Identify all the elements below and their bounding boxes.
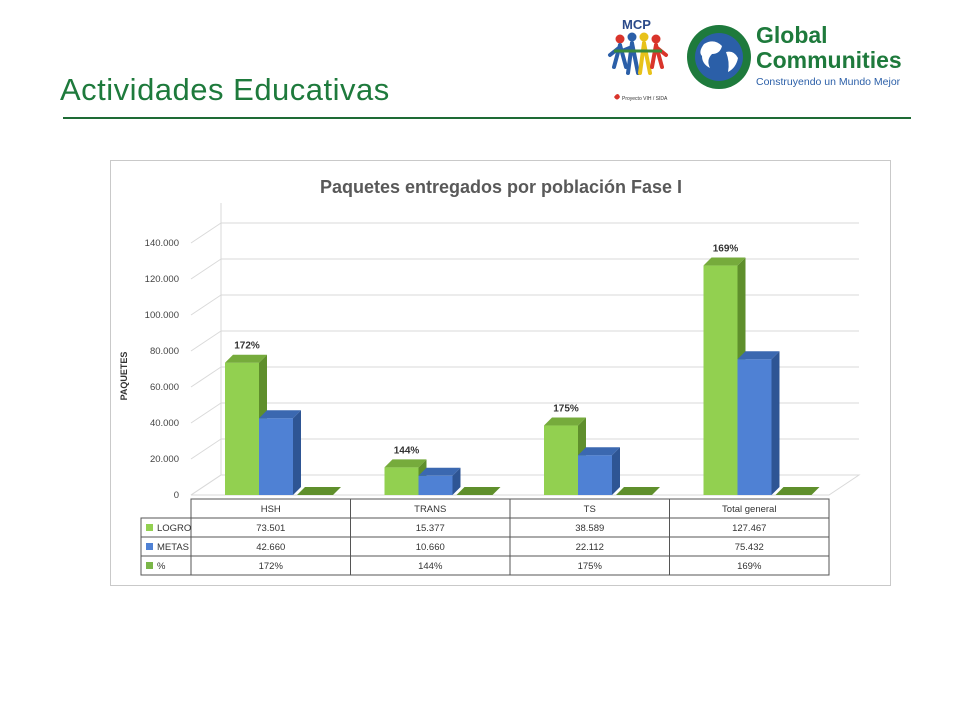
bar-logro-front <box>544 425 578 495</box>
slide-title: Actividades Educativas <box>60 72 390 107</box>
mcp-logo-tagline: Proyecto VIH / SIDA <box>622 96 668 102</box>
bar-logro-top <box>225 354 267 363</box>
table-value-cell: 73.501 <box>256 523 285 534</box>
bar-metas-side <box>771 351 780 495</box>
table-header-cell: HSH <box>261 504 281 515</box>
percent-data-label: 172% <box>234 341 260 352</box>
table-value-cell: 172% <box>259 561 284 572</box>
y-axis-label: PAQUETES <box>119 352 129 401</box>
bars <box>225 257 820 495</box>
bar-metas-top <box>259 410 301 419</box>
table-value-cell: 38.589 <box>575 523 604 534</box>
bar-metas <box>737 351 780 495</box>
mcp-logo-text: MCP <box>622 17 651 32</box>
percent-data-label: 144% <box>394 445 420 456</box>
table-value-cell: 127.467 <box>732 523 766 534</box>
data-table: HSH TRANS TS Total general LOGRO 73.501 15.377… <box>140 498 830 576</box>
chart-title: Paquetes entregados por población Fase I <box>320 177 682 197</box>
gc-word-communities: Communities <box>756 47 902 73</box>
chart-frame: Paquetes entregados por población Fase I… <box>110 160 891 586</box>
table-value-cell: 169% <box>737 561 762 572</box>
percent-data-label: 175% <box>553 404 579 415</box>
bar-metas-side <box>293 410 301 495</box>
legend-swatch <box>146 524 153 531</box>
table-value-cell: 144% <box>418 561 443 572</box>
legend-swatch <box>146 543 153 550</box>
y-tick-label: 120.000 <box>145 274 179 285</box>
y-tick-label: 140.000 <box>145 238 179 249</box>
table-value-cell: 42.660 <box>256 542 285 553</box>
bar-logro-top <box>544 417 586 426</box>
table-header-cell: TRANS <box>414 504 446 515</box>
legend-label: METAS <box>157 542 189 553</box>
bar-percent <box>616 487 660 495</box>
bar-logro-front <box>225 362 259 495</box>
bar-metas <box>418 467 461 495</box>
table-header-cell: TS <box>584 504 596 515</box>
y-tick-label: 80.000 <box>150 346 179 357</box>
percent-data-label: 169% <box>713 244 739 255</box>
table-value-cell: 75.432 <box>735 542 764 553</box>
y-tick-label: 40.000 <box>150 418 179 429</box>
bar-percent <box>456 487 501 495</box>
bar-metas-front <box>578 455 612 495</box>
bar-metas <box>259 410 301 495</box>
global-communities-logo: Global Communities Construyendo un Mundo… <box>684 20 911 96</box>
bar-metas-side <box>452 467 461 495</box>
grid-diagonal <box>190 474 222 496</box>
percent-labels: 172% 144% 175% 169% <box>234 244 738 457</box>
table-value-cell: 15.377 <box>416 523 445 534</box>
y-tick-label: 0 <box>174 490 179 501</box>
table-header-cell: Total general <box>722 504 776 515</box>
bar-metas-front <box>259 418 293 495</box>
wall-left <box>190 203 222 496</box>
grid-diagonal <box>190 222 222 244</box>
table-value-cell: 175% <box>578 561 603 572</box>
grid-diagonal <box>190 438 222 460</box>
bar-metas <box>578 447 620 495</box>
grid-diagonal <box>190 402 222 424</box>
bar-metas-top <box>578 447 620 456</box>
bar-logro-front <box>703 265 738 495</box>
mcp-logo: MCP Proyecto VIH / SIDA <box>608 17 668 102</box>
globe-icon <box>687 25 751 89</box>
title-divider <box>63 117 911 119</box>
bar-metas-front <box>737 359 772 495</box>
legend-label: LOGRO <box>157 523 191 534</box>
bar-logro-top <box>384 459 427 468</box>
grid-diagonal <box>190 330 222 352</box>
bar-logro-top <box>703 257 746 266</box>
y-tick-label: 20.000 <box>150 454 179 465</box>
bar-metas-top <box>737 351 780 360</box>
y-tick-label: 100.000 <box>145 310 179 321</box>
grid-diagonal <box>190 366 222 388</box>
bar-chart: Paquetes entregados por población Fase I… <box>119 177 861 576</box>
bar-metas-front <box>418 475 453 495</box>
table-value-cell: 22.112 <box>576 542 604 553</box>
grid-diagonal <box>190 258 222 280</box>
bar-logro-front <box>384 467 419 495</box>
legend-label: % <box>157 561 166 572</box>
bar-percent <box>297 487 341 495</box>
table-value-cell: 10.660 <box>416 542 445 553</box>
bar-percent <box>775 487 820 495</box>
gc-tagline: Construyendo un Mundo Mejor <box>756 76 901 88</box>
legend-swatch <box>146 562 153 569</box>
bar-metas-side <box>612 447 620 495</box>
y-tick-label: 60.000 <box>150 382 179 393</box>
y-axis-ticks: 0 20.000 40.000 60.000 80.000 100.000 120.000 1… <box>145 238 179 501</box>
bar-metas-top <box>418 467 461 476</box>
grid-diagonal <box>190 294 222 316</box>
bar-logro <box>703 257 746 495</box>
gc-word-global: Global <box>756 22 828 48</box>
